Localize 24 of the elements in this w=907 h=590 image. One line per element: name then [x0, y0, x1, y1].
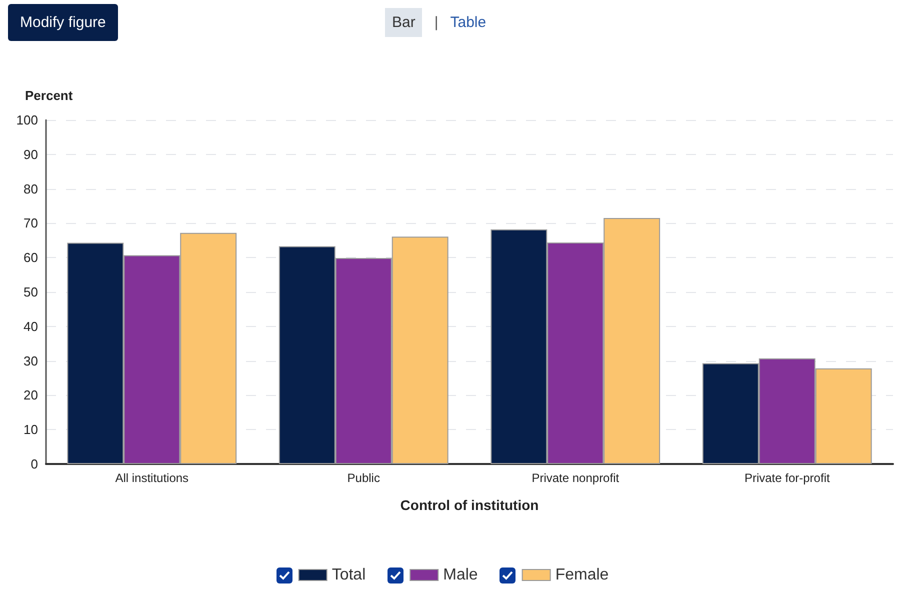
legend-label: Female [555, 566, 609, 584]
x-axis-title: Control of institution [400, 497, 539, 513]
x-tick-label: Private for-profit [744, 471, 830, 485]
y-tick-label: 90 [24, 146, 38, 162]
modify-button: Modify figure [8, 4, 118, 41]
legend-label: Total [332, 566, 366, 584]
y-tick-label: 80 [24, 181, 38, 196]
text: Table [450, 14, 486, 31]
y-tick-label: 40 [24, 318, 38, 334]
y-tick-label: 60 [24, 250, 38, 266]
legend-label: Male [443, 566, 478, 584]
y-tick-label: 100 [16, 112, 38, 128]
y-tick-label: 20 [24, 388, 38, 403]
y-tick-label: 70 [24, 216, 38, 231]
x-tick-label: Private nonprofit [532, 471, 620, 485]
text: | [434, 14, 438, 31]
y-tick-label: 0 [30, 456, 38, 472]
y-tick-label: 30 [24, 353, 38, 368]
text: Bar [385, 8, 422, 37]
x-tick-label: All institutions [115, 471, 189, 485]
y-axis-title: Percent [25, 88, 74, 103]
y-tick-label: 50 [24, 284, 38, 300]
x-tick-label: Public [347, 471, 380, 485]
y-tick-label: 10 [24, 422, 38, 438]
